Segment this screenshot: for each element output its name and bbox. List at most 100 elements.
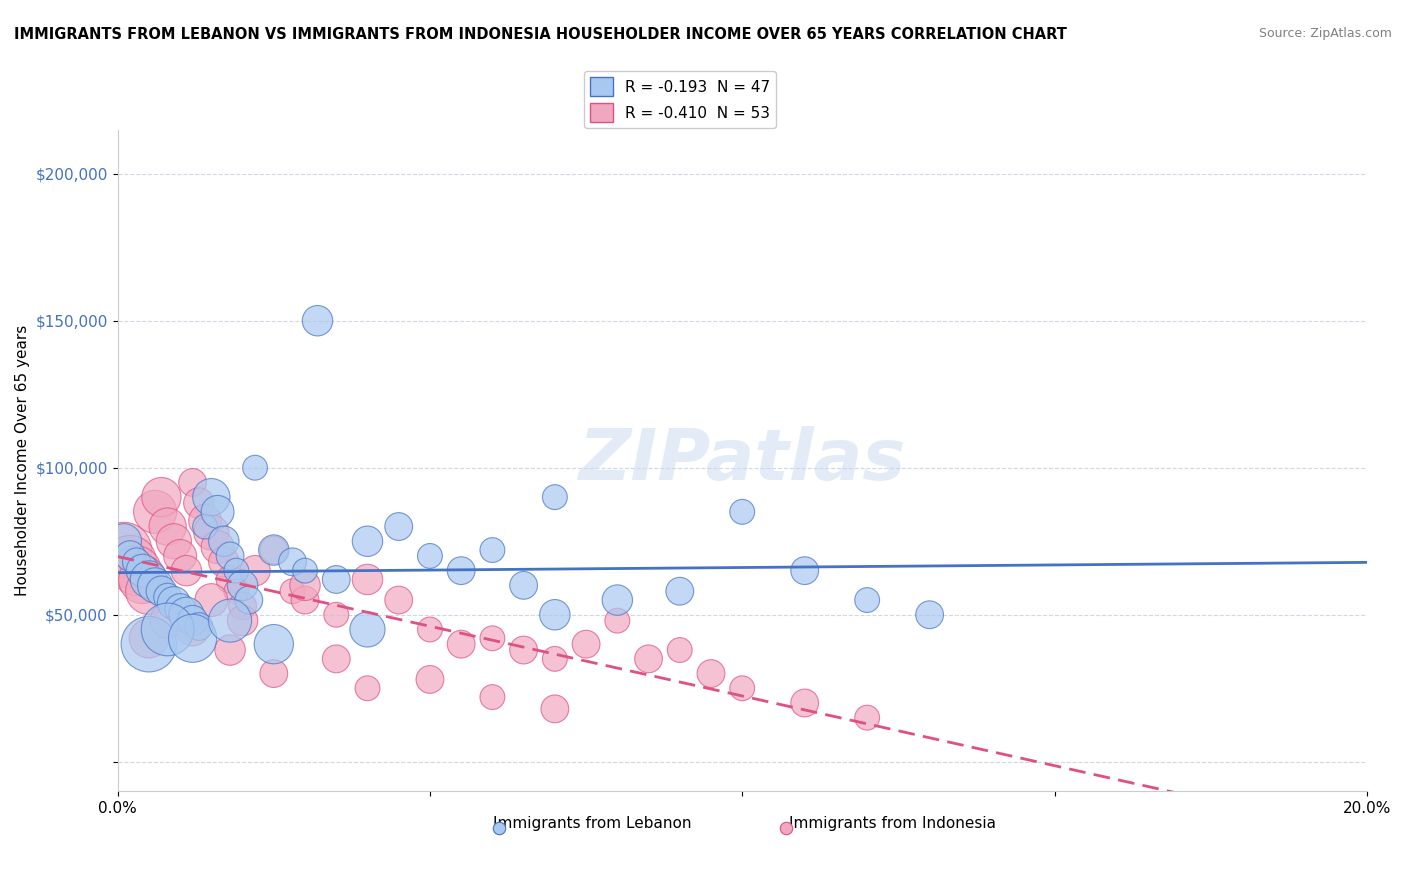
Point <box>138 584 160 599</box>
Point <box>356 681 378 696</box>
Point <box>512 578 534 592</box>
Point <box>544 652 567 666</box>
Point <box>731 505 754 519</box>
Point <box>156 623 179 637</box>
Point <box>419 673 441 687</box>
Point <box>120 555 142 569</box>
Point <box>281 584 304 599</box>
Point <box>156 519 179 533</box>
Point <box>143 505 166 519</box>
Point <box>731 681 754 696</box>
Point <box>169 602 191 616</box>
Text: ZIPatlas: ZIPatlas <box>578 425 905 495</box>
Point <box>156 614 179 628</box>
Point <box>225 584 247 599</box>
Point <box>232 578 254 592</box>
Point <box>181 632 204 646</box>
Point <box>120 549 142 563</box>
Point <box>243 564 266 578</box>
Y-axis label: Householder Income Over 65 years: Householder Income Over 65 years <box>15 325 30 596</box>
Point <box>481 632 503 646</box>
Point <box>131 573 153 587</box>
Point <box>481 690 503 704</box>
Point <box>219 549 242 563</box>
Point <box>212 534 235 549</box>
Point <box>668 643 690 657</box>
Point <box>138 573 160 587</box>
Point <box>481 543 503 558</box>
Point <box>263 543 285 558</box>
Point <box>200 525 222 540</box>
Point <box>356 534 378 549</box>
Point <box>700 666 723 681</box>
Point <box>307 314 329 328</box>
Point <box>281 555 304 569</box>
Point <box>793 564 815 578</box>
Point <box>150 584 173 599</box>
Point <box>212 555 235 569</box>
Point <box>181 614 204 628</box>
Point <box>325 652 347 666</box>
Point <box>263 666 285 681</box>
Point <box>606 614 628 628</box>
Point <box>219 614 242 628</box>
Point <box>143 578 166 592</box>
Point <box>187 619 209 633</box>
Point <box>294 578 316 592</box>
Point <box>181 623 204 637</box>
Text: Immigrants from Lebanon: Immigrants from Lebanon <box>494 816 692 830</box>
Text: Immigrants from Indonesia: Immigrants from Indonesia <box>789 816 995 830</box>
Point <box>793 696 815 710</box>
Point <box>150 490 173 504</box>
Point <box>356 623 378 637</box>
Point <box>263 543 285 558</box>
Point <box>637 652 659 666</box>
Point <box>156 590 179 604</box>
Point <box>112 534 135 549</box>
Text: Source: ZipAtlas.com: Source: ZipAtlas.com <box>1258 27 1392 40</box>
Point <box>225 564 247 578</box>
Point <box>243 460 266 475</box>
Point <box>232 599 254 613</box>
Point <box>856 711 879 725</box>
Point <box>200 490 222 504</box>
Point <box>238 593 260 607</box>
Point <box>419 549 441 563</box>
Point <box>325 607 347 622</box>
Point <box>388 519 411 533</box>
Point <box>450 637 472 651</box>
Point <box>187 496 209 510</box>
Point <box>294 593 316 607</box>
Point <box>194 519 217 533</box>
Point <box>125 564 148 578</box>
Point <box>606 593 628 607</box>
Point <box>176 607 198 622</box>
Point <box>169 549 191 563</box>
Point <box>668 584 690 599</box>
Point <box>207 540 229 554</box>
Point <box>419 623 441 637</box>
Point <box>450 564 472 578</box>
Point <box>219 643 242 657</box>
Point <box>856 593 879 607</box>
Point <box>294 564 316 578</box>
Point <box>512 643 534 657</box>
Point <box>112 543 135 558</box>
Point <box>131 564 153 578</box>
Point <box>544 490 567 504</box>
Point <box>207 505 229 519</box>
Point <box>544 702 567 716</box>
Text: IMMIGRANTS FROM LEBANON VS IMMIGRANTS FROM INDONESIA HOUSEHOLDER INCOME OVER 65 : IMMIGRANTS FROM LEBANON VS IMMIGRANTS FR… <box>14 27 1067 42</box>
Point <box>138 637 160 651</box>
Point <box>138 632 160 646</box>
Point <box>200 593 222 607</box>
Point <box>181 475 204 490</box>
Point <box>544 607 567 622</box>
Point <box>219 573 242 587</box>
Point <box>388 593 411 607</box>
Point <box>575 637 598 651</box>
Point <box>263 637 285 651</box>
Point <box>163 534 186 549</box>
Point <box>232 614 254 628</box>
Point <box>163 596 186 610</box>
